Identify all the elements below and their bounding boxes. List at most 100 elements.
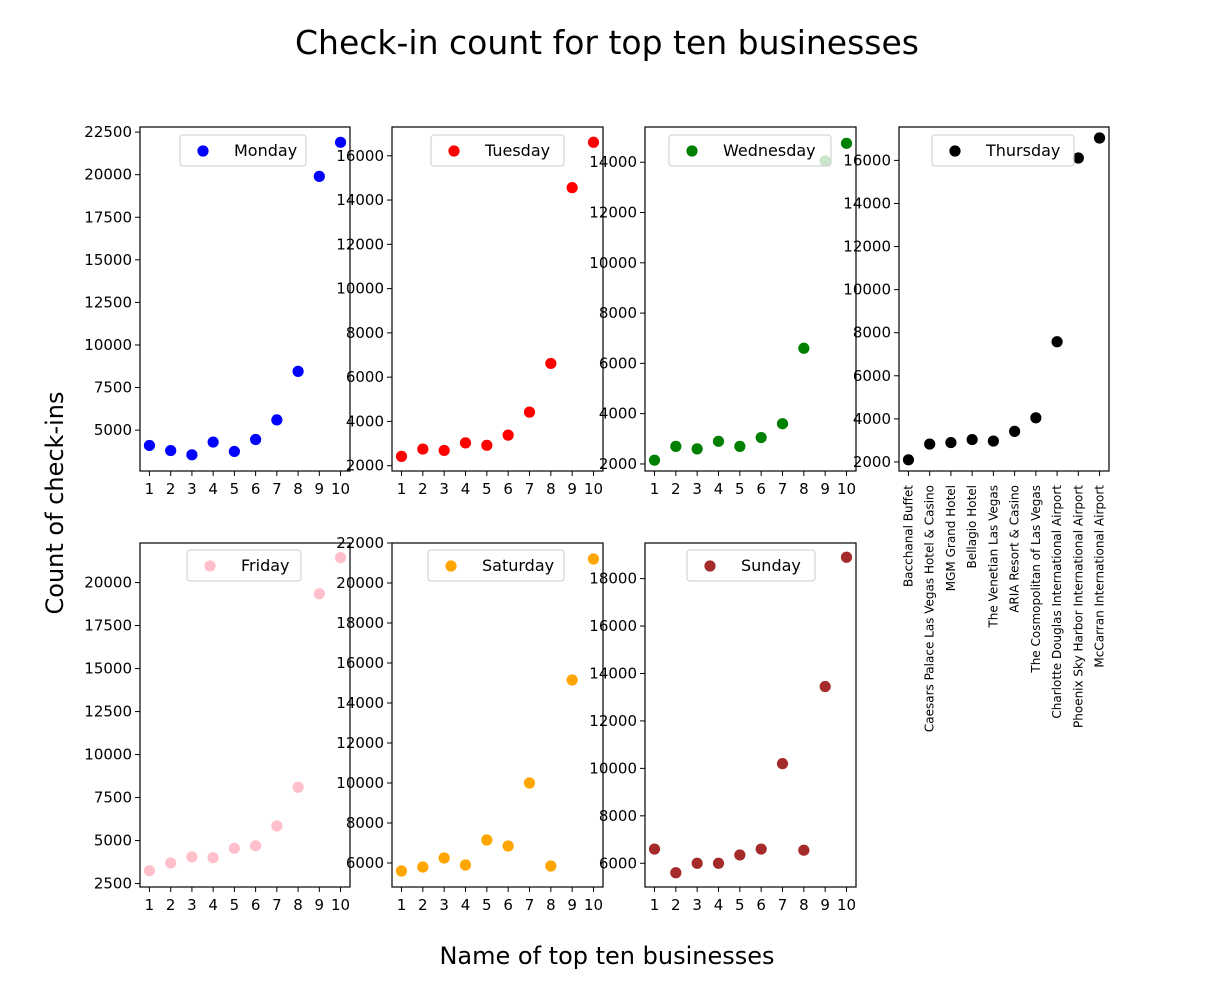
data-point-wednesday [648,454,661,466]
legend-label: Monday [234,141,297,160]
legend-thursday: Thursday [931,134,1075,167]
data-point-monday [250,433,262,446]
axes-frame [391,542,604,888]
x-tick-label: 4 [208,896,218,914]
legend-box [179,134,307,167]
x-tick-label: 8 [546,480,556,498]
legend-marker [704,560,716,572]
data-point-monday [165,444,177,457]
data-point-wednesday [840,137,853,149]
subplot-sunday: 6000 8000 10000 12000 14000 16000 18000 1 2 3 4 5 6 7… [589,542,857,914]
y-tick-label: 14000 [843,194,891,212]
y-tick-label: 6000 [599,354,637,372]
subplot-wednesday: 2000 4000 6000 8000 10000 12000 14000 1 2 3 4 5 6 7 8 9… [589,126,857,498]
data-point-wednesday [691,443,703,455]
y-tick-label: 14000 [589,664,637,682]
legend-label: Sunday [741,556,801,575]
x-tick-label: 5 [230,896,240,914]
data-point-saturday [523,777,536,789]
legend-friday: Friday [186,549,302,582]
x-tick-label: 10 [584,480,603,498]
y-tick-label: 4000 [853,410,891,428]
y-tick-label: 18000 [336,614,384,632]
x-tick-label: 6 [756,896,766,914]
subplot-thursday: 2000 4000 6000 8000 10000 12000 14000 16000 Bacc… [843,126,1110,732]
x-tick-label: 7 [778,480,788,498]
axes-frame [391,126,604,472]
y-tick-label: 2000 [599,455,637,473]
data-point-saturday [566,674,578,686]
data-point-thursday [966,433,978,446]
subplot-friday: 2500 5000 7500 10000 12500 15000 17500 20000 1 2 3… [84,542,351,914]
y-tick-label: 2000 [346,457,384,475]
y-tick-label: 12500 [84,703,132,721]
subplot-monday: 5000 7500 10000 12500 15000 17500 20000 22500 1 2… [84,123,351,498]
data-point-tuesday [545,357,557,370]
data-point-wednesday [712,435,725,447]
y-tick-label: 10000 [336,280,384,298]
x-tick-label: 4 [714,480,724,498]
y-tick-label: 5000 [94,421,132,439]
data-point-saturday [481,834,493,846]
x-axis-title: Name of top ten businesses [439,942,774,970]
data-point-saturday [459,859,472,871]
data-point-friday [292,781,304,793]
x-tick-label: 3 [439,480,449,498]
data-point-saturday [545,860,557,872]
y-tick-label: 15000 [84,660,132,678]
data-point-monday [143,439,156,452]
x-tick-label: 3 [692,480,702,498]
y-tick-label: 12000 [589,203,637,221]
y-tick-label: 10000 [84,336,132,354]
x-tick-label: 9 [315,896,325,914]
data-point-tuesday [417,443,429,455]
x-tick-label: 8 [799,480,809,498]
x-tick-label: 5 [482,896,492,914]
legend-marker [949,145,961,157]
x-tick-label: 8 [546,896,556,914]
x-tick-label: 1 [650,896,660,914]
x-tick-label: 10 [837,480,856,498]
y-tick-label: 20000 [336,574,384,592]
x-tick-label: 8 [293,896,303,914]
legend-tuesday: Tuesday [430,134,565,167]
x-tick-label-business: MGM Grand Hotel [944,485,958,591]
x-tick-label: 9 [820,896,830,914]
data-point-saturday [395,865,408,877]
y-tick-label: 10000 [589,759,637,777]
x-tick-label: 4 [208,480,218,498]
data-point-tuesday [395,450,408,462]
x-tick-label: 10 [584,896,603,914]
legend-marker [197,145,209,157]
data-point-monday [228,445,240,458]
legend-label: Thursday [985,141,1060,160]
legend-monday: Monday [179,134,307,167]
data-point-thursday [924,438,936,450]
data-point-tuesday [587,136,600,148]
legend-sunday: Sunday [686,549,816,582]
axes-frame [644,542,857,888]
data-point-thursday [1030,412,1042,424]
x-tick-label: 2 [166,480,176,498]
x-tick-label: 7 [778,896,788,914]
y-tick-label: 22500 [84,123,132,141]
x-tick-label-business: Bacchanal Buffet [901,485,915,587]
legend-label: Wednesday [723,141,816,160]
data-point-tuesday [502,429,514,441]
y-tick-label: 17500 [84,617,132,635]
y-tick-label: 12500 [84,293,132,311]
y-tick-label: 6000 [346,854,384,872]
y-tick-label: 10000 [336,774,384,792]
data-point-sunday [670,867,682,879]
y-tick-label: 12000 [336,734,384,752]
x-tick-label: 5 [230,480,240,498]
data-point-sunday [734,849,746,861]
y-tick-label: 16000 [336,147,384,165]
data-point-tuesday [566,182,578,194]
x-tick-label: 2 [671,896,681,914]
data-point-monday [207,436,219,448]
x-tick-label: 6 [251,896,261,914]
x-tick-label: 7 [272,896,282,914]
axes-frame [898,126,1110,472]
